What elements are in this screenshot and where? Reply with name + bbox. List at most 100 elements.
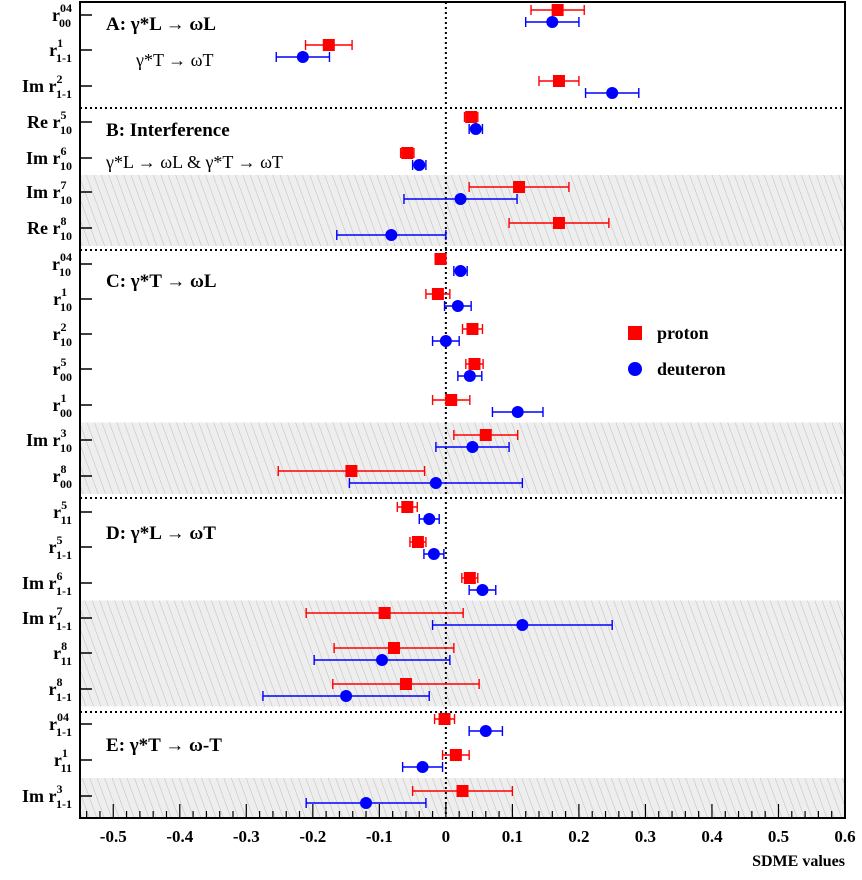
- row-label-sup: 6: [61, 144, 67, 158]
- row-label-sub: 00: [60, 477, 72, 491]
- row-label-symbol: r: [53, 182, 61, 202]
- row-label: r04 10: [52, 250, 72, 279]
- row-label-prefix: Im: [22, 608, 49, 628]
- row-label-symbol: r: [53, 148, 61, 168]
- group-label: E: γ*T → ω-T: [106, 735, 222, 756]
- row-label-sup: 1: [61, 285, 67, 299]
- plot-frame: [79, 1, 846, 819]
- row-label-sub: 11: [61, 761, 72, 775]
- x-tick-label: 0.3: [635, 827, 656, 846]
- row-label-prefix: Re: [27, 112, 53, 132]
- group-letter: A: [106, 14, 120, 35]
- proton-point: [449, 749, 462, 761]
- deuteron-point: [606, 87, 619, 99]
- row-label-sub: 1-1: [56, 797, 72, 811]
- row-label-sup: 04: [57, 710, 69, 724]
- proton-point: [552, 75, 565, 87]
- proton-legend-label: proton: [657, 323, 709, 343]
- deuteron-point: [479, 725, 492, 737]
- group-letter: E: [106, 735, 119, 756]
- x-tick-label: -0.4: [166, 827, 193, 846]
- row-label-sup: 7: [61, 178, 67, 192]
- row-label-sub: 10: [60, 229, 72, 243]
- row-label-sup: 2: [57, 72, 63, 86]
- deuteron-point: [439, 335, 452, 347]
- row-label-sup: 1: [62, 746, 68, 760]
- row-label: r1 11: [54, 746, 72, 775]
- row-label-symbol: r: [53, 324, 61, 344]
- proton-point: [387, 642, 400, 654]
- group-text: : γ*L → ωL: [120, 14, 216, 35]
- proton-point: [456, 785, 469, 797]
- deuteron-point: [360, 797, 373, 809]
- deuteron-point: [516, 619, 529, 631]
- row-label-sub: 1-1: [56, 725, 72, 739]
- row-label-sup: 5: [61, 498, 67, 512]
- row-label-symbol: r: [53, 643, 61, 663]
- proton-point: [513, 181, 526, 193]
- row-label-sup: 2: [61, 320, 67, 334]
- row-label-sub: 10: [60, 193, 72, 207]
- group-label: γ*L → ωL & γ*T → ωT: [105, 152, 283, 172]
- deuteron-point: [427, 548, 440, 560]
- shaded-bands: [80, 175, 845, 818]
- y-ticks: [80, 14, 92, 797]
- proton-point: [401, 501, 414, 513]
- group-text: : γ*L → ωT: [120, 523, 216, 544]
- row-label: r04 00: [52, 1, 72, 30]
- row-label-sup: 8: [61, 462, 67, 476]
- row-label: Re r5 10: [27, 108, 72, 137]
- row-label-sub: 1-1: [56, 619, 72, 633]
- group-text: : γ*T → ωL: [120, 271, 217, 292]
- deuteron-legend-marker: [628, 362, 642, 376]
- row-label: Im r6 1-1: [22, 569, 72, 598]
- deuteron-point: [429, 477, 442, 489]
- row-label-prefix: Im: [22, 76, 49, 96]
- row-label-symbol: r: [53, 395, 61, 415]
- row-label-sup: 04: [60, 250, 72, 264]
- group-text: : Interference: [119, 120, 230, 141]
- row-label-symbol: r: [49, 76, 57, 96]
- proton-point: [399, 678, 412, 690]
- row-label: Re r8 10: [27, 214, 72, 243]
- deuteron-point: [476, 584, 489, 596]
- row-label-symbol: r: [53, 466, 61, 486]
- shaded-band: [80, 600, 845, 707]
- row-label-sup: 5: [61, 108, 67, 122]
- proton-point: [411, 536, 424, 548]
- group-text: γ*T → ωT: [135, 50, 213, 70]
- row-label-sup: 5: [61, 355, 67, 369]
- row-label-sub: 10: [60, 335, 72, 349]
- row-label-symbol: r: [49, 714, 57, 734]
- row-label-symbol: r: [49, 40, 57, 60]
- proton-point: [431, 288, 444, 300]
- row-label-sup: 1: [61, 391, 67, 405]
- row-label-sub: 1-1: [56, 51, 72, 65]
- group-label: C: γ*T → ωL: [106, 271, 217, 292]
- group-label: A: γ*L → ωL: [106, 14, 216, 35]
- deuteron-point: [340, 690, 353, 702]
- group-label: γ*T → ωT: [135, 50, 213, 70]
- row-label-symbol: r: [52, 254, 60, 274]
- row-label-prefix: Re: [27, 218, 53, 238]
- deuteron-point: [416, 761, 429, 773]
- deuteron-point: [546, 16, 559, 28]
- proton-point: [465, 111, 478, 123]
- row-label-prefix: Im: [26, 430, 53, 450]
- row-label-sup: 5: [57, 533, 63, 547]
- shaded-band: [80, 778, 845, 818]
- row-label-sup: 8: [61, 639, 67, 653]
- x-tick-label: -0.2: [299, 827, 326, 846]
- group-labels: A: γ*L → ωL γ*T → ωT B: Interference γ*L → …: [105, 14, 283, 756]
- deuteron-point: [413, 159, 426, 171]
- deuteron-point: [385, 229, 398, 241]
- row-label: Im r2 1-1: [22, 72, 72, 101]
- group-label: B: Interference: [106, 120, 230, 141]
- proton-point: [378, 607, 391, 619]
- row-label-sup: 6: [57, 569, 63, 583]
- x-tick-label: 0: [442, 827, 451, 846]
- proton-point: [322, 39, 335, 51]
- row-label: r2 10: [53, 320, 73, 349]
- x-tick-label: 0.6: [834, 827, 855, 846]
